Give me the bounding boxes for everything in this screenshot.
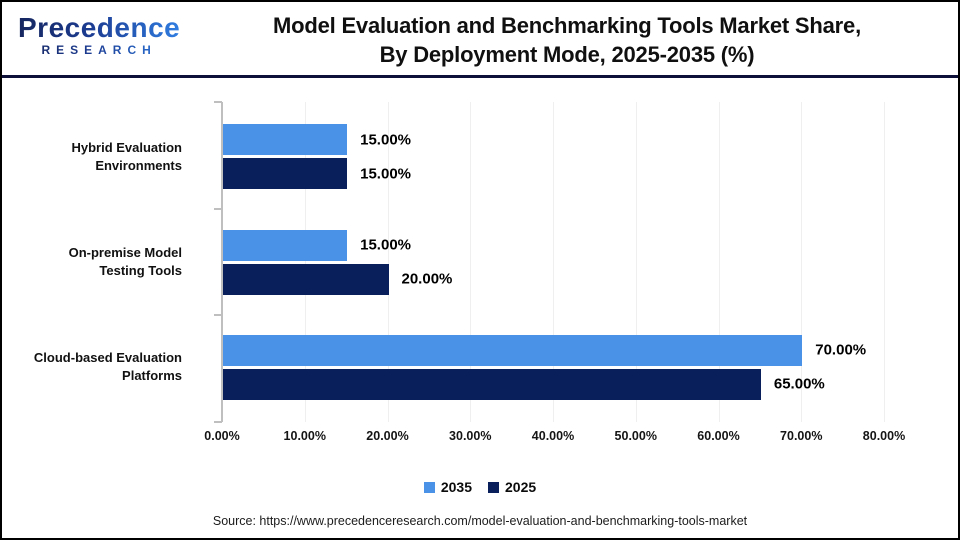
bar-2025 — [223, 158, 348, 190]
category-label: On-premise Model Testing Tools — [68, 245, 182, 278]
gridline — [801, 102, 803, 422]
source-text: Source: https://www.precedenceresearch.c… — [212, 514, 748, 528]
gridline — [635, 102, 637, 422]
chart-title: Model Evaluation and Benchmarking Tools … — [182, 11, 952, 69]
axis-tick — [214, 101, 222, 103]
legend-label: 2025 — [505, 479, 537, 495]
legend-item-2025: 2025 — [488, 479, 536, 495]
bar-value-label: 20.00% — [401, 270, 453, 288]
bar-value-label: 70.00% — [815, 341, 867, 359]
precedence-research-logo: Precedence RESEARCH — [18, 12, 181, 58]
x-tick-label: 0.00% — [204, 429, 240, 443]
x-tick-label: 20.00% — [366, 429, 409, 443]
gridline — [470, 102, 472, 422]
chart-title-line2: By Deployment Mode, 2025-2035 (%) — [379, 42, 755, 67]
axis-tick — [214, 314, 222, 317]
x-tick-label: 10.00% — [283, 429, 326, 443]
bar-value-label: 15.00% — [360, 131, 411, 149]
axis-tick — [214, 421, 222, 423]
gridline — [884, 102, 885, 422]
x-tick-label: 40.00% — [531, 429, 575, 443]
bar-value-label: 65.00% — [773, 375, 825, 393]
legend-item-2035: 2035 — [423, 479, 472, 495]
bar-2025 — [223, 263, 389, 295]
gridline — [718, 102, 720, 422]
x-tick-label: 60.00% — [697, 429, 740, 443]
legend-swatch-2025 — [488, 481, 499, 493]
gridline — [387, 102, 389, 422]
axis-tick — [214, 207, 222, 210]
bar-2035 — [223, 229, 348, 261]
x-tick-label: 30.00% — [449, 429, 492, 443]
category-label: Cloud-based Evaluation Platforms — [33, 350, 182, 384]
bar-2025 — [223, 368, 761, 400]
bar-2035 — [223, 334, 803, 366]
bar-2035 — [223, 124, 348, 156]
legend-label: 2035 — [440, 479, 472, 495]
logo-subtitle: RESEARCH — [18, 43, 180, 57]
x-tick-label: 80.00% — [862, 429, 906, 443]
x-tick-label: 50.00% — [614, 429, 657, 443]
chart-legend: 2035 2025 — [2, 479, 958, 495]
gridline — [304, 102, 306, 422]
chart-title-line1: Model Evaluation and Benchmarking Tools … — [272, 13, 861, 38]
x-tick-label: 70.00% — [780, 429, 823, 443]
bar-value-label: 15.00% — [360, 165, 411, 183]
bar-value-label: 15.00% — [360, 236, 411, 254]
logo-wordmark: Precedence — [18, 12, 181, 43]
legend-swatch-2035 — [423, 481, 435, 493]
header: Precedence RESEARCH Model Evaluation and… — [2, 2, 958, 78]
y-axis-line — [221, 102, 223, 422]
category-label: Hybrid Evaluation Environments — [71, 139, 182, 173]
gridline — [553, 102, 554, 422]
